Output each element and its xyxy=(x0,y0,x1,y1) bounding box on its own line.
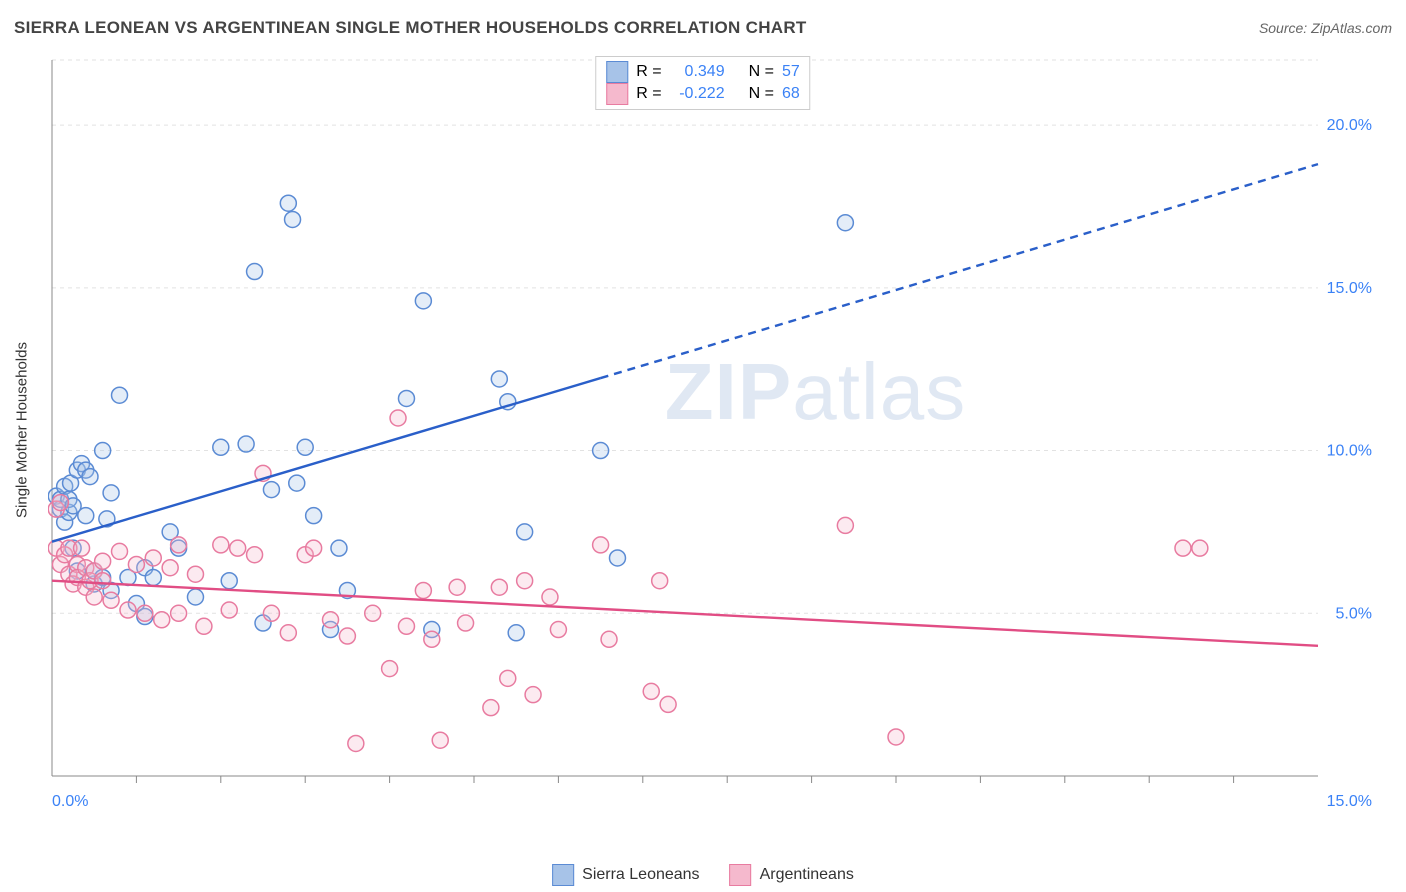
svg-text:15.0%: 15.0% xyxy=(1327,793,1372,810)
legend-label-1: Argentineans xyxy=(760,866,854,884)
stat-R-value-0: 0.349 xyxy=(670,63,725,81)
legend-swatch-0 xyxy=(606,61,628,83)
source-label: Source: ZipAtlas.com xyxy=(1259,20,1392,36)
legend-label-0: Sierra Leoneans xyxy=(582,866,699,884)
legend-stats-row-1: R = -0.222 N = 68 xyxy=(606,83,799,105)
stat-R-label: R = xyxy=(636,63,661,81)
legend-stats: R = 0.349 N = 57 R = -0.222 N = 68 xyxy=(595,56,810,110)
legend-swatch-series-1 xyxy=(730,864,752,886)
stat-N-label: N = xyxy=(749,85,774,103)
stat-N-value-1: 68 xyxy=(782,85,800,103)
svg-text:15.0%: 15.0% xyxy=(1327,280,1372,297)
legend-stats-row-0: R = 0.349 N = 57 xyxy=(606,61,799,83)
svg-text:10.0%: 10.0% xyxy=(1327,443,1372,460)
chart-title: SIERRA LEONEAN VS ARGENTINEAN SINGLE MOT… xyxy=(14,18,807,38)
legend-item-0: Sierra Leoneans xyxy=(552,864,699,886)
svg-text:0.0%: 0.0% xyxy=(52,793,88,810)
header: SIERRA LEONEAN VS ARGENTINEAN SINGLE MOT… xyxy=(14,18,1392,38)
legend-swatch-series-0 xyxy=(552,864,574,886)
legend-swatch-1 xyxy=(606,83,628,105)
stat-N-label: N = xyxy=(749,63,774,81)
stat-R-value-1: -0.222 xyxy=(670,85,725,103)
y-axis-label: Single Mother Households xyxy=(14,342,31,518)
svg-text:5.0%: 5.0% xyxy=(1336,605,1372,622)
scatter-plot: 5.0% 10.0% 15.0% 20.0% 0.0% 15.0% xyxy=(48,56,1378,816)
chart-container: SIERRA LEONEAN VS ARGENTINEAN SINGLE MOT… xyxy=(0,0,1406,892)
legend-series: Sierra Leoneans Argentineans xyxy=(552,864,854,886)
stat-N-value-0: 57 xyxy=(782,63,800,81)
stat-R-label: R = xyxy=(636,85,661,103)
legend-item-1: Argentineans xyxy=(730,864,854,886)
svg-text:20.0%: 20.0% xyxy=(1327,117,1372,134)
